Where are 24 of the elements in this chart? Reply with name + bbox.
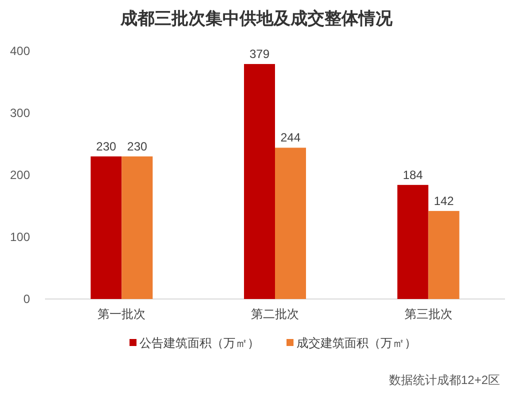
bar (244, 64, 275, 299)
data-label: 379 (249, 47, 270, 62)
bar (397, 184, 428, 299)
text: 数据统计成都12+2区 (388, 373, 500, 387)
x-tick-label: 第二批次 (251, 307, 299, 321)
bar (275, 148, 306, 299)
y-tick-label: 0 (23, 292, 30, 306)
bar (90, 156, 122, 299)
chart-title: 成都三批次集中供地及成交整体情况 (120, 9, 394, 28)
data-label: 230 (96, 139, 116, 154)
y-tick-label: 100 (10, 230, 30, 244)
data-label: 184 (402, 168, 424, 182)
data-label: 244 (280, 130, 301, 145)
bar (428, 210, 460, 299)
x-tick-label: 第一批次 (98, 307, 146, 321)
data-label: 142 (434, 194, 454, 208)
legend-label: 公告建筑面积（万㎡） (140, 336, 260, 350)
y-tick-label: 200 (10, 168, 30, 182)
x-tick-label: 第三批次 (404, 307, 452, 321)
data-label: 230 (127, 139, 148, 154)
legend-label: 成交建筑面积（万㎡） (296, 336, 416, 350)
y-tick-label: 300 (10, 106, 30, 120)
y-tick-label: 400 (10, 44, 30, 58)
bar (122, 156, 153, 299)
